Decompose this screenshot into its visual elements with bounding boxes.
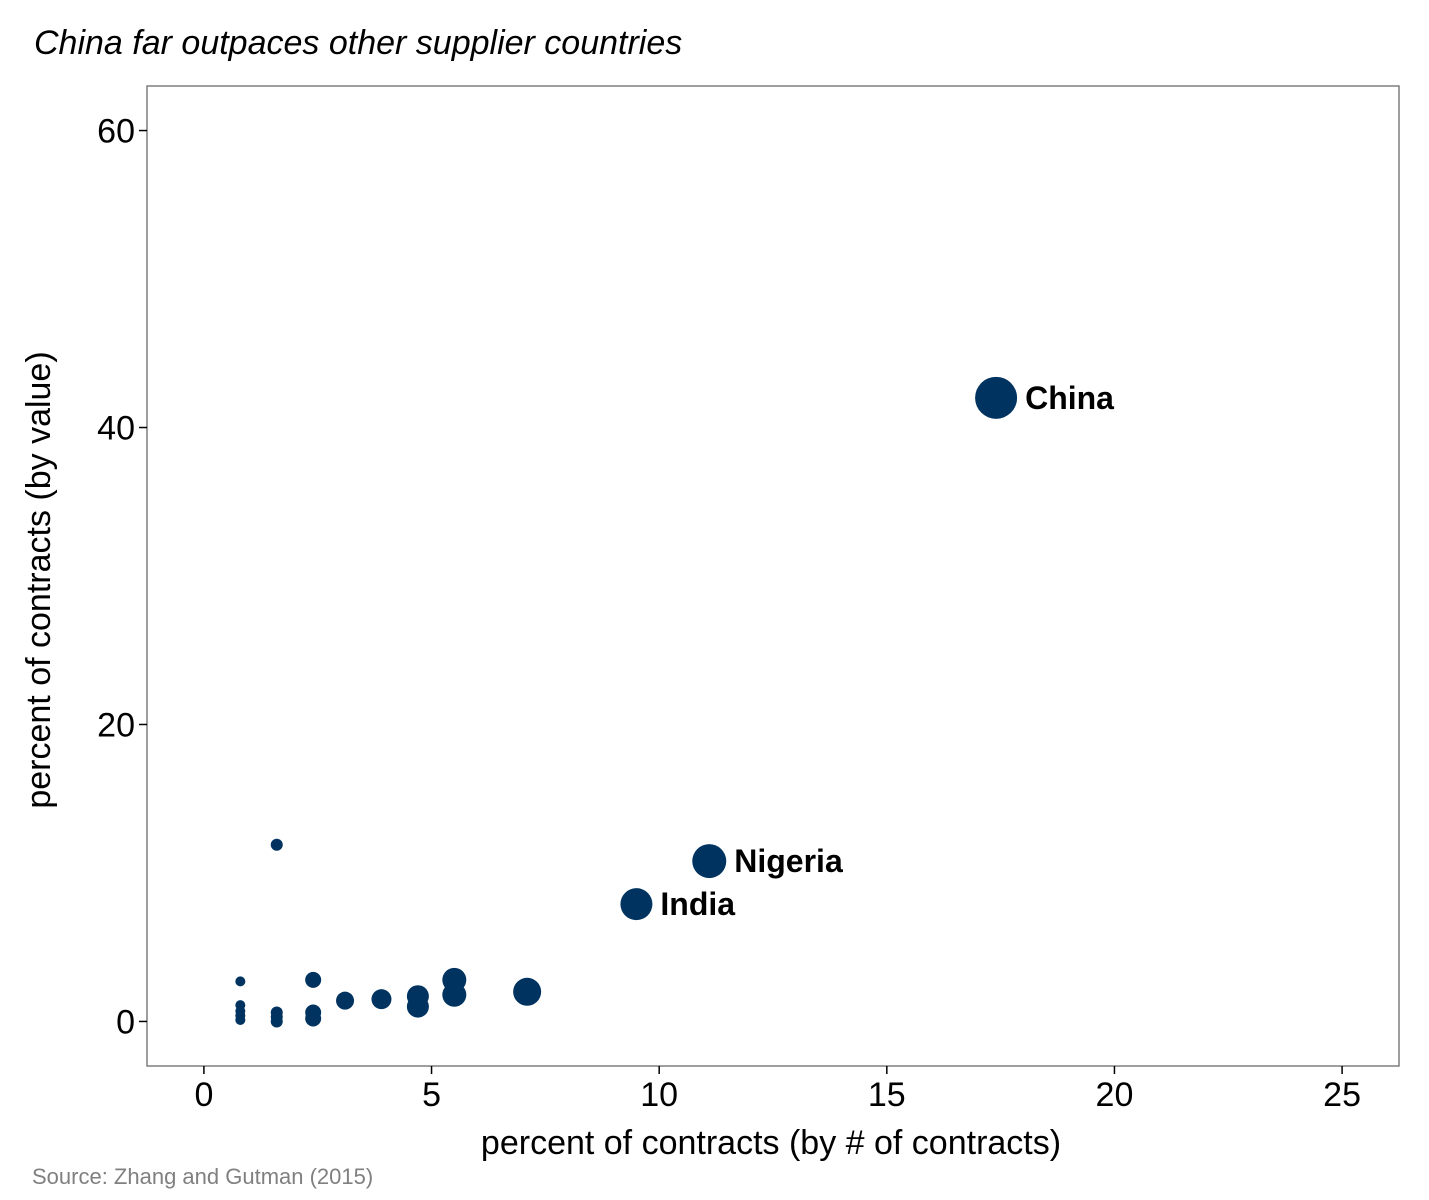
chart-title: China far outpaces other supplier countr… — [34, 24, 682, 62]
y-axis: 0 20 40 60 — [97, 113, 147, 1041]
y-tick-label: 20 — [97, 706, 135, 744]
data-point — [270, 1015, 283, 1028]
source-note: Source: Zhang and Gutman (2015) — [32, 1164, 373, 1189]
data-point — [305, 1010, 322, 1027]
x-tick-label: 5 — [422, 1076, 441, 1114]
data-point — [692, 844, 727, 879]
plot-panel — [146, 85, 1400, 1067]
x-axis-label: percent of contracts (by # of contracts) — [481, 1124, 1061, 1162]
data-point-labels: China Nigeria India — [660, 380, 1114, 922]
data-points — [235, 376, 1018, 1028]
data-point — [305, 971, 322, 988]
y-tick-label: 0 — [116, 1003, 135, 1041]
data-point — [442, 982, 467, 1007]
data-point — [975, 376, 1018, 419]
data-point — [235, 976, 246, 987]
data-point — [513, 977, 542, 1006]
y-axis-label: percent of contracts (by value) — [20, 351, 58, 808]
data-point-label: China — [1025, 380, 1114, 416]
data-point — [235, 1014, 246, 1025]
x-tick-label: 10 — [640, 1076, 678, 1114]
data-point-label: Nigeria — [734, 843, 843, 879]
data-point — [270, 838, 283, 851]
data-point-label: India — [660, 886, 735, 922]
x-axis: 0 5 10 15 20 25 — [194, 1066, 1361, 1114]
x-tick-label: 20 — [1096, 1076, 1134, 1114]
data-point — [371, 989, 392, 1010]
data-point — [336, 991, 355, 1010]
x-tick-label: 25 — [1323, 1076, 1361, 1114]
y-tick-label: 60 — [97, 113, 135, 151]
y-tick-label: 40 — [97, 410, 135, 448]
x-tick-label: 15 — [868, 1076, 906, 1114]
data-point — [406, 995, 429, 1018]
data-point — [620, 888, 653, 921]
x-tick-label: 0 — [194, 1076, 213, 1114]
